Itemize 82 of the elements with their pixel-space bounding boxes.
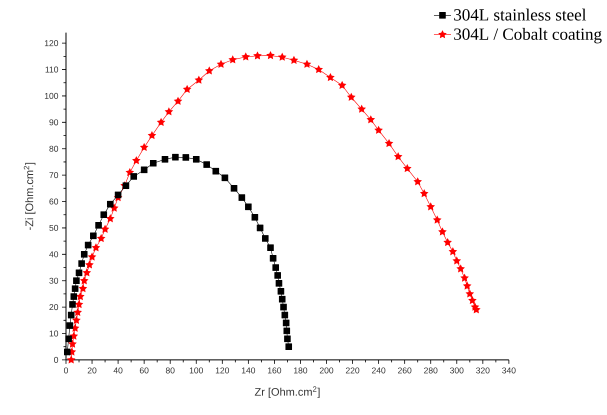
point [203,161,210,168]
x-tick-label: 80 [166,367,175,374]
point [270,255,276,262]
point [64,348,71,356]
legend-label: 304L stainless steel [454,8,586,21]
point [90,232,97,240]
point [72,285,78,292]
y-tick-label: 60 [49,198,58,205]
point [267,244,274,252]
point [238,194,246,201]
x-tick-label: 300 [450,367,464,374]
point [78,260,85,267]
x-tick-label: 320 [476,367,490,374]
x-tick-label: 60 [140,367,149,374]
y-axis-title: -Zi [Ohm.cm$^{2}$] [24,162,36,230]
point [80,251,88,258]
point [278,288,284,295]
y-tick-label: 70 [49,172,58,178]
x-tick-label: 240 [372,367,386,374]
y-tick-label: 110 [46,66,58,73]
y-tick-label: 10 [50,330,58,337]
point [106,200,114,208]
point [284,336,291,342]
x-tick-label: 140 [242,367,256,374]
y-tick-label: 100 [44,92,58,99]
point [230,185,238,192]
point [276,280,282,287]
point [245,204,252,210]
point [212,168,220,175]
y-tick-label: 30 [49,278,58,284]
point [282,312,288,318]
point [172,154,179,161]
y-tick-label: 0 [54,356,58,363]
point [114,192,122,198]
y-tick-label: 80 [49,146,58,152]
x-axis-title: Zr [Ohm.cm$^{2}$] [254,386,320,398]
x-tick-label: 280 [424,367,438,374]
point [68,312,74,318]
point [150,160,157,167]
point [162,156,168,163]
point [262,235,269,242]
point [285,343,292,350]
point [283,328,290,334]
point [130,173,138,180]
point [280,304,287,310]
point [100,211,108,218]
point [274,272,281,279]
x-tick-label: 220 [346,367,360,374]
y-tick-label: 20 [49,304,58,310]
point [66,322,74,329]
point [140,166,148,174]
x-tick-label: 20 [88,367,96,374]
point [70,293,78,300]
point [222,174,228,182]
x-tick-label: 160 [268,367,282,374]
x-tick-label: 180 [294,367,308,374]
x-tick-label: 260 [398,367,412,374]
x-tick-label: 40 [114,367,122,374]
point [282,320,290,326]
point [76,270,82,276]
x-tick-label: 340 [502,367,516,374]
point [182,154,190,161]
x-tick-label: 100 [190,367,204,374]
point [278,296,286,303]
x-tick-label: 0 [64,367,68,374]
point [95,222,102,229]
legend-label: 304L / Cobalt coating [454,28,602,44]
point [69,301,76,308]
x-tick-label: 200 [320,367,334,374]
point [256,224,264,232]
y-tick-label: 40 [49,251,58,258]
y-tick-label: 50 [49,224,58,231]
point [192,156,200,163]
point [84,242,92,248]
point [122,182,130,190]
y-tick-label: 90 [49,119,58,126]
point [252,214,258,221]
point [272,264,280,271]
y-tick-label: 120 [44,40,58,46]
point [73,277,80,284]
point [65,336,72,342]
x-tick-label: 120 [216,367,230,374]
